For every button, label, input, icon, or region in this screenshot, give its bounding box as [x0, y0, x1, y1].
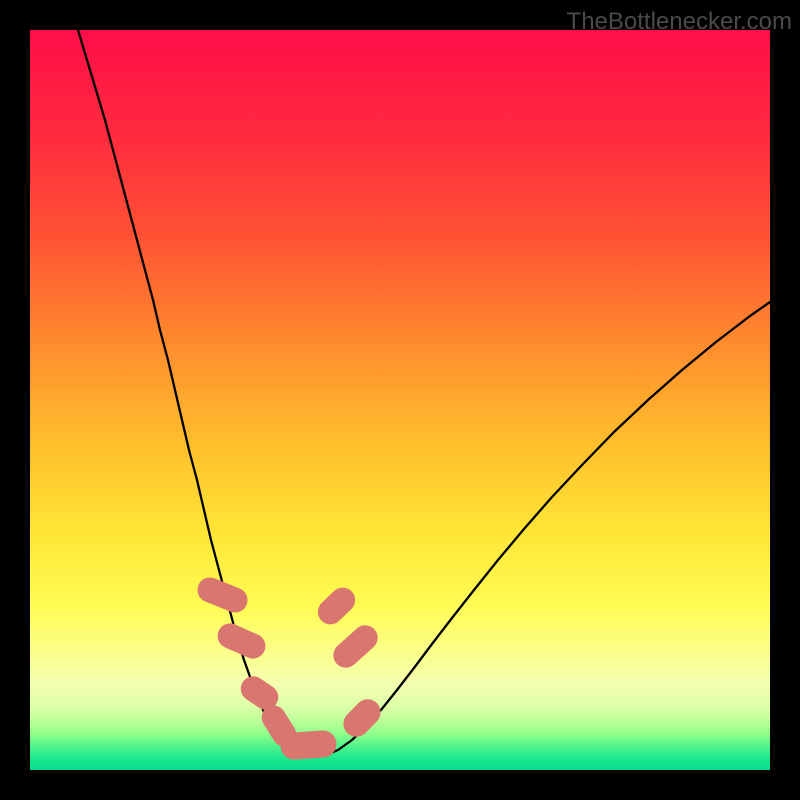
gradient-plot-area: [30, 30, 770, 770]
watermark-text: TheBottlenecker.com: [567, 8, 792, 36]
chart-canvas: TheBottlenecker.com: [0, 0, 800, 800]
curve-marker-blob: [279, 730, 337, 761]
